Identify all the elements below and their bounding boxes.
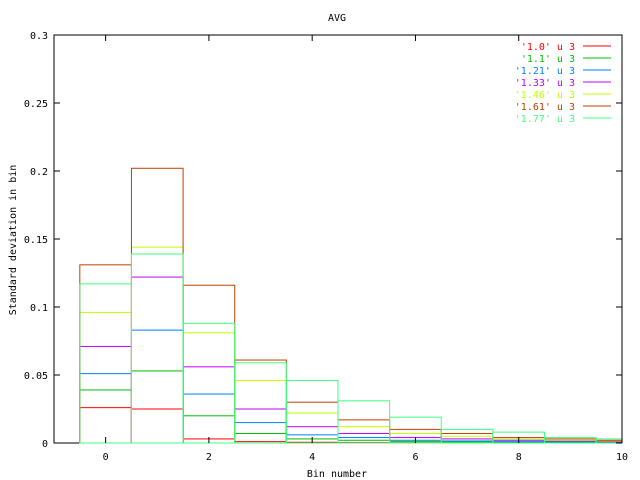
y-tick-label: 0.3 xyxy=(30,31,48,42)
histogram-bin xyxy=(130,408,184,444)
legend-label: '1.46' u 3 xyxy=(515,90,575,101)
series-6 xyxy=(79,167,623,444)
x-tick-label: 6 xyxy=(412,452,418,463)
histogram-bin xyxy=(285,379,339,444)
x-tick-label: 10 xyxy=(616,452,628,463)
histogram-bin xyxy=(234,422,287,444)
y-tick-label: 0 xyxy=(42,439,48,450)
series-4 xyxy=(79,276,623,444)
histogram-bin xyxy=(79,373,132,444)
histogram-bin xyxy=(130,329,184,444)
y-axis: 0 0.05 0.1 0.15 0.2 0.25 0.3 xyxy=(24,31,622,450)
histogram-bin xyxy=(130,167,184,444)
histogram-bin xyxy=(130,246,184,444)
x-tick-label: 0 xyxy=(103,452,109,463)
histogram-bin xyxy=(337,419,391,444)
x-axis-label: Bin number xyxy=(307,469,367,480)
histogram-bin xyxy=(182,332,236,444)
series-3 xyxy=(79,329,623,444)
histogram-bin xyxy=(79,283,132,444)
legend-label: '1.1' u 3 xyxy=(521,54,575,65)
x-tick-label: 2 xyxy=(206,452,212,463)
histogram-bin xyxy=(234,359,287,444)
y-tick-label: 0.1 xyxy=(30,303,48,314)
histogram-bin xyxy=(337,400,391,444)
legend: '1.0' u 3'1.1' u 3'1.21' u 3'1.33' u 3'1… xyxy=(515,42,611,125)
y-axis-label: Standard deviation in bin xyxy=(8,165,19,316)
x-axis: 0 2 4 6 8 10 xyxy=(103,35,628,463)
histogram-bin xyxy=(79,345,132,444)
series-layer xyxy=(79,167,623,444)
histogram-bin xyxy=(130,253,184,444)
histogram-bin xyxy=(182,322,236,444)
histogram-bin xyxy=(337,432,391,444)
x-tick-label: 4 xyxy=(309,452,315,463)
chart-title: AVG xyxy=(328,13,346,24)
histogram-bin xyxy=(234,408,287,444)
y-tick-label: 0.2 xyxy=(30,167,48,178)
legend-label: '1.0' u 3 xyxy=(521,42,575,53)
legend-label: '1.61' u 3 xyxy=(515,102,575,113)
histogram-bin xyxy=(234,362,287,444)
histogram-bin xyxy=(285,401,339,444)
y-tick-label: 0.25 xyxy=(24,99,48,110)
legend-label: '1.33' u 3 xyxy=(515,78,575,89)
legend-label: '1.77' u 3 xyxy=(515,114,575,125)
histogram-bin xyxy=(79,264,132,444)
histogram-bin xyxy=(130,276,184,444)
histogram-bin xyxy=(182,366,236,444)
histogram-bin xyxy=(182,284,236,444)
series-7 xyxy=(79,253,623,444)
series-5 xyxy=(79,246,623,444)
histogram-bin xyxy=(182,393,236,444)
y-tick-label: 0.05 xyxy=(24,371,48,382)
histogram-bin xyxy=(79,389,132,444)
histogram-bin xyxy=(79,311,132,444)
legend-label: '1.21' u 3 xyxy=(515,66,575,77)
histogram-bin xyxy=(130,370,184,444)
y-tick-label: 0.15 xyxy=(24,235,48,246)
x-tick-label: 8 xyxy=(516,452,522,463)
